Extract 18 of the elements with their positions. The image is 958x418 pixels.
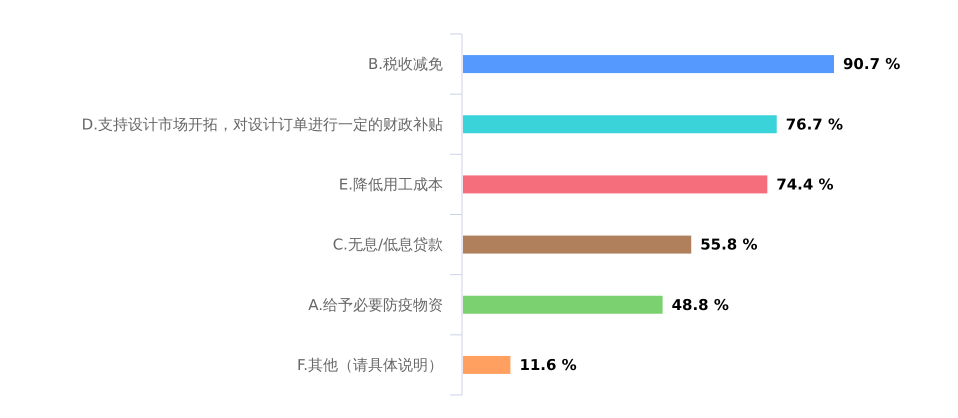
data-label: 55.8 %: [700, 236, 758, 254]
y-tick-label: E.降低用工成本: [338, 175, 443, 194]
bar: [463, 55, 834, 74]
data-label: 48.8 %: [672, 296, 729, 314]
bar: [463, 356, 510, 374]
bar: [463, 296, 663, 314]
y-tick-label: D.支持设计市场开拓，对设计订单进行一定的财政补贴: [82, 115, 443, 134]
data-label: 11.6 %: [519, 356, 577, 374]
bar: [463, 175, 768, 194]
y-tick-label: A.给予必要防疫物资: [308, 296, 443, 314]
y-tick-label: B.税收减免: [368, 55, 443, 74]
y-tick-label: C.无息/低息贷款: [332, 236, 443, 254]
data-label: 74.4 %: [776, 175, 834, 194]
data-label: 76.7 %: [786, 115, 843, 134]
y-tick-label: F.其他（请具体说明）: [297, 356, 443, 374]
data-label: 90.7 %: [843, 55, 900, 74]
bar: [463, 236, 692, 254]
bar: [463, 115, 777, 134]
